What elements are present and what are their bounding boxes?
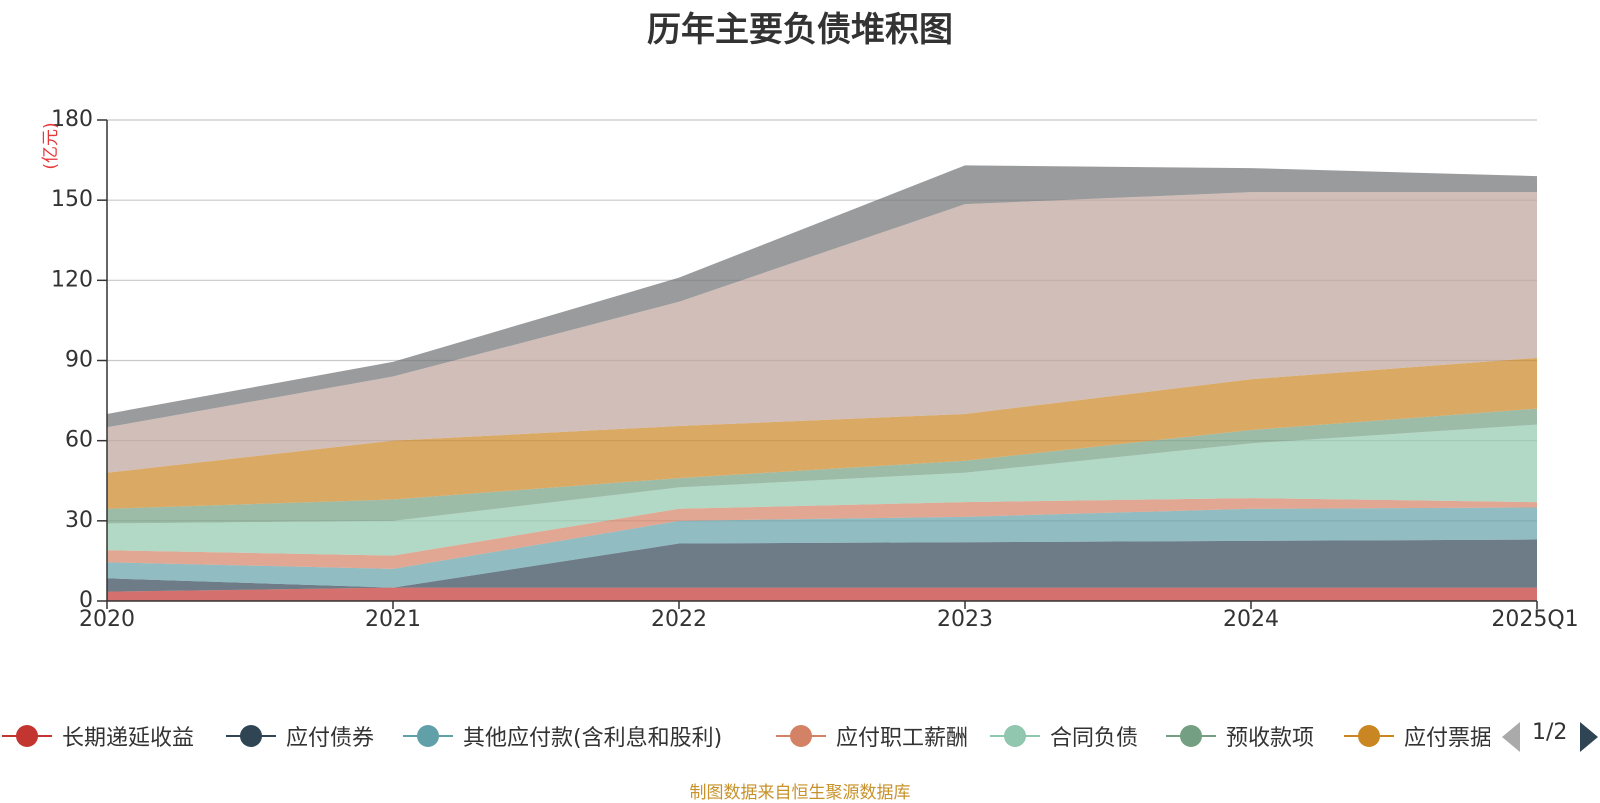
area-series-应付职工薪酬	[107, 498, 1537, 569]
legend-item[interactable]: 预收款项	[1166, 714, 1314, 758]
y-tick-label: 180	[51, 107, 93, 132]
legend: 长期递延收益 应付债券 其他应付款(含利息和股利) 应付职工薪酬 合同负债 预收款项 应付票…	[0, 714, 1490, 758]
y-tick-label: 150	[51, 187, 93, 212]
legend-item[interactable]: 长期递延收益	[2, 714, 194, 758]
legend-next-page-button[interactable]	[1580, 722, 1598, 752]
area-series-预收款项	[107, 408, 1537, 524]
y-tick-label: 60	[65, 428, 93, 453]
legend-label: 其他应付款(含利息和股利)	[463, 726, 723, 751]
legend-label: 合同负债	[1050, 726, 1139, 751]
area-series-长期递延收益	[107, 587, 1537, 601]
legend-item[interactable]: 其他应付款(含利息和股利)	[403, 714, 722, 758]
legend-label: 长期递延收益	[62, 726, 195, 751]
legend-label: 应付债券	[286, 726, 375, 751]
x-tick-label: 2024	[1223, 607, 1279, 632]
y-axis-unit-label: (亿元)	[41, 122, 61, 169]
legend-swatch-icon	[1344, 721, 1394, 751]
data-source-note: 制图数据来自恒生聚源数据库	[689, 783, 911, 803]
legend-label: 预收款项	[1226, 726, 1315, 751]
area-layer	[107, 165, 1537, 601]
legend-swatch-icon	[403, 721, 453, 751]
y-tick-label: 30	[65, 508, 93, 533]
legend-swatch-icon	[776, 721, 826, 751]
legend-item[interactable]: 应付职工薪酬	[776, 714, 968, 758]
area-series-其他	[107, 165, 1537, 428]
x-tick-label: 2023	[937, 607, 993, 632]
legend-pager: 1/2	[1500, 718, 1600, 754]
legend-swatch-icon	[2, 721, 52, 751]
area-series-其他应付款(含利息和股利)	[107, 507, 1537, 588]
area-series-合同负债	[107, 424, 1537, 556]
legend-label: 应付职工薪酬	[836, 726, 969, 751]
area-series-应付债券	[107, 539, 1537, 592]
legend-swatch-icon	[226, 721, 276, 751]
chart-title: 历年主要负债堆积图	[647, 10, 953, 50]
legend-page-indicator: 1/2	[1532, 720, 1568, 745]
x-tick-label: 2020	[79, 607, 135, 632]
axis-layer: 0 30 60 90 120 150 180 2020 2021 2022 2023 2024 2025…	[51, 107, 1579, 632]
area-series-应付账款	[107, 192, 1537, 473]
area-series-应付票据	[107, 357, 1537, 509]
x-tick-label: 2025Q1	[1491, 607, 1578, 632]
x-tick-label: 2022	[651, 607, 707, 632]
legend-item[interactable]: 合同负债	[990, 714, 1138, 758]
y-tick-label: 90	[65, 348, 93, 373]
y-tick-label: 120	[51, 267, 93, 292]
legend-swatch-icon	[1166, 721, 1216, 751]
legend-swatch-icon	[990, 721, 1040, 751]
legend-prev-page-button[interactable]	[1502, 722, 1520, 752]
legend-item[interactable]: 应付债券	[226, 714, 374, 758]
legend-label: 应付票据	[1404, 726, 1490, 751]
y-tick-label: 0	[79, 588, 93, 613]
legend-item[interactable]: 应付票据	[1344, 714, 1490, 758]
x-tick-label: 2021	[365, 607, 421, 632]
